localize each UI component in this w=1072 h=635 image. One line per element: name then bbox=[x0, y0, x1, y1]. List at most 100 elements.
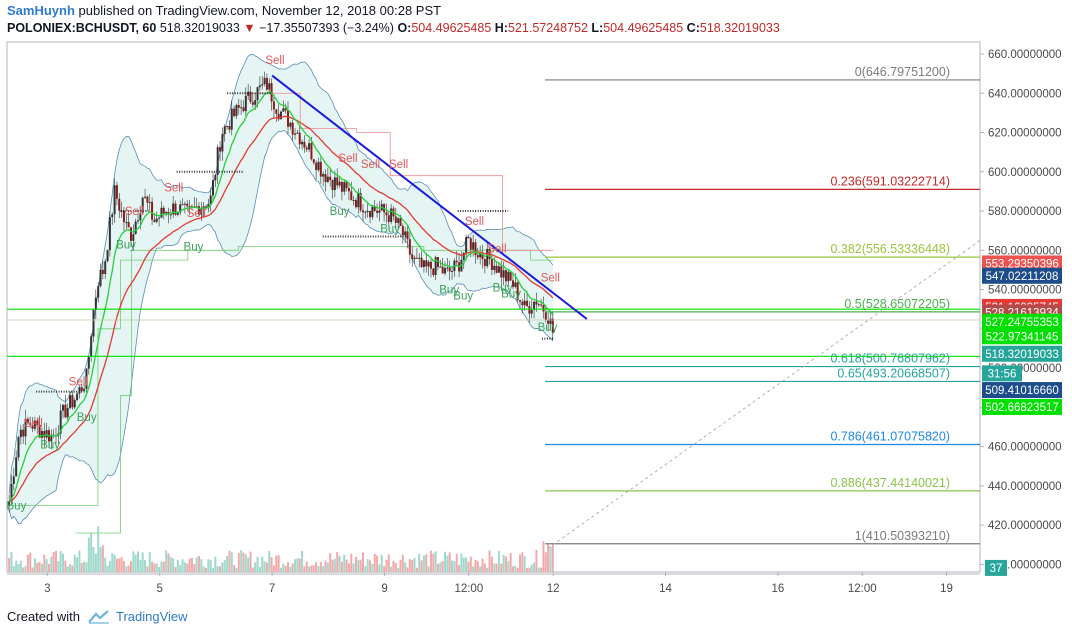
volume-bar bbox=[305, 561, 308, 572]
candle-body bbox=[289, 122, 292, 127]
volume-bar bbox=[500, 563, 503, 572]
volume-bar bbox=[233, 564, 236, 572]
price-axis-badge bbox=[982, 345, 1062, 362]
volume-bar bbox=[530, 564, 533, 572]
volume-bar bbox=[394, 562, 397, 572]
candle-body bbox=[76, 393, 79, 400]
candle-body bbox=[359, 193, 362, 211]
candle-body bbox=[291, 122, 294, 135]
volume-bar bbox=[526, 567, 529, 572]
y-tick-label: 560.00000000 bbox=[988, 245, 1062, 257]
candle-body bbox=[190, 206, 193, 208]
candle-body bbox=[272, 101, 275, 110]
price-chart[interactable]: 0(646.79751200) 0.236(591.03222714) 0.382(… bbox=[0, 0, 1072, 600]
fib-level-label: 0.5(528.65072205) bbox=[844, 297, 950, 311]
volume-bar bbox=[361, 552, 364, 572]
candle-body bbox=[296, 132, 299, 134]
sell-signal: Sell bbox=[265, 55, 284, 67]
candle-body bbox=[111, 214, 114, 218]
volume-bar bbox=[268, 550, 271, 572]
candle-body bbox=[153, 219, 156, 222]
volume-bar bbox=[62, 553, 65, 572]
volume-bar bbox=[338, 555, 341, 572]
volume-bar bbox=[322, 566, 325, 572]
volume-bar bbox=[474, 559, 477, 572]
price-axis-label: 527.24755353 bbox=[985, 317, 1059, 329]
last-price: 518.32019033 bbox=[159, 21, 240, 35]
candle-body bbox=[322, 174, 325, 177]
candle-body bbox=[45, 430, 48, 438]
sell-signal: Sell bbox=[69, 377, 88, 389]
publish-line: SamHuynh published on TradingView.com, N… bbox=[7, 3, 441, 18]
sell-signal: Sell bbox=[24, 418, 43, 430]
volume-bar bbox=[514, 565, 517, 572]
volume-bar bbox=[291, 563, 294, 572]
volume-bar bbox=[66, 566, 69, 572]
buy-signal: Buy bbox=[380, 224, 400, 236]
candle-body bbox=[357, 193, 360, 208]
candle-body bbox=[448, 267, 451, 272]
volume-bar bbox=[436, 563, 439, 572]
x-tick-label: 12:00 bbox=[454, 583, 483, 595]
author-name[interactable]: SamHuynh bbox=[7, 3, 75, 18]
volume-bar bbox=[73, 554, 76, 572]
candle-body bbox=[537, 304, 540, 306]
candle-body bbox=[446, 267, 449, 269]
candle-body bbox=[301, 141, 304, 145]
candle-body bbox=[523, 300, 526, 306]
sell-signal: Sell bbox=[465, 216, 484, 228]
volume-bar bbox=[12, 566, 15, 572]
candle-body bbox=[132, 234, 135, 241]
volume-bar bbox=[542, 541, 545, 572]
volume-bar bbox=[308, 566, 311, 572]
volume-bar bbox=[427, 566, 430, 572]
candle-body bbox=[397, 218, 400, 223]
candle-body bbox=[155, 218, 158, 222]
volume-bar bbox=[36, 562, 39, 572]
fib-level-label: 0.618(500.76807962) bbox=[830, 352, 950, 366]
volume-bar bbox=[115, 558, 118, 572]
candle-body bbox=[40, 431, 43, 438]
candle-body bbox=[315, 162, 318, 171]
volume-bar bbox=[134, 554, 137, 572]
candle-body bbox=[540, 304, 543, 306]
volume-bar bbox=[547, 544, 550, 572]
candle-body bbox=[183, 203, 186, 205]
volume-bar bbox=[179, 565, 182, 572]
volume-bar bbox=[90, 533, 93, 572]
volume-bar bbox=[399, 559, 402, 572]
volume-bar bbox=[228, 550, 231, 572]
candle-body bbox=[287, 110, 290, 127]
candle-body bbox=[444, 268, 447, 274]
volume-bar bbox=[10, 551, 13, 572]
tradingview-link[interactable]: TradingView bbox=[115, 609, 188, 624]
bollinger-band-fill bbox=[9, 54, 553, 524]
down-arrow-icon: ▼ bbox=[243, 21, 256, 35]
candle-body bbox=[268, 83, 271, 90]
fib-trend-dashed-line bbox=[547, 240, 980, 550]
volume-bar bbox=[425, 554, 428, 572]
volume-bar bbox=[265, 562, 268, 572]
candle-body bbox=[394, 216, 397, 223]
volume-bar bbox=[190, 557, 193, 572]
candle-body bbox=[298, 132, 301, 145]
volume-bar bbox=[469, 556, 472, 572]
volume-bar bbox=[151, 561, 154, 572]
y-tick-label: 460.00000000 bbox=[988, 442, 1062, 454]
volume-bar bbox=[413, 558, 416, 572]
candle-body bbox=[174, 203, 177, 215]
volume-bar bbox=[40, 563, 43, 572]
candle-body bbox=[129, 227, 132, 241]
footer: Created with TradingView bbox=[7, 609, 188, 624]
volume-bar bbox=[57, 561, 60, 572]
volume-bar bbox=[270, 557, 273, 572]
candle-body bbox=[212, 180, 215, 196]
volume-bar bbox=[244, 554, 247, 572]
high-label: H: bbox=[494, 21, 508, 35]
candle-body bbox=[509, 271, 512, 281]
candle-body bbox=[228, 125, 231, 130]
volume-bar bbox=[193, 564, 196, 572]
volume-bar bbox=[197, 556, 200, 572]
candle-body bbox=[162, 207, 165, 214]
volume-bar bbox=[373, 553, 376, 572]
